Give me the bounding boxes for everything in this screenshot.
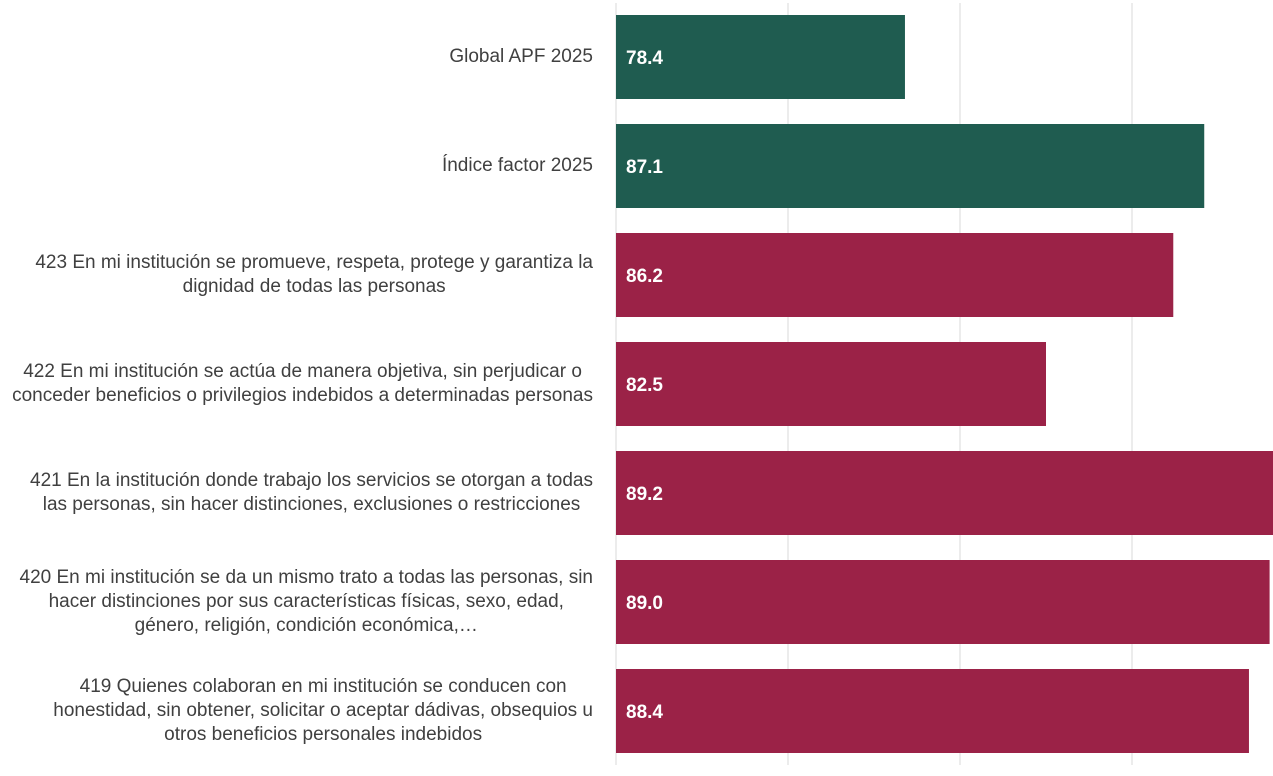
category-label: 421 En la institución donde trabajo los … <box>30 470 593 515</box>
bar <box>616 15 905 99</box>
category-label: 419 Quienes colaboran en mi institución … <box>53 676 593 745</box>
category-label: 423 En mi institución se promueve, respe… <box>35 252 593 297</box>
bar <box>616 124 1205 208</box>
value-label: 78.4 <box>626 48 663 69</box>
bar <box>616 560 1270 644</box>
category-label: Índice factor 2025 <box>442 155 593 176</box>
category-label: 422 En mi institución se actúa de manera… <box>12 361 593 406</box>
value-label: 82.5 <box>626 375 663 396</box>
bar <box>616 451 1273 535</box>
value-label: 87.1 <box>626 157 663 178</box>
category-label: 420 En mi institución se da un mismo tra… <box>20 567 593 636</box>
value-label: 86.2 <box>626 266 663 287</box>
category-label: Global APF 2025 <box>449 46 593 67</box>
value-label: 89.0 <box>626 593 663 614</box>
bar <box>616 342 1046 426</box>
bar <box>616 233 1174 317</box>
value-label: 88.4 <box>626 702 663 723</box>
bar <box>616 669 1249 753</box>
value-label: 89.2 <box>626 484 663 505</box>
